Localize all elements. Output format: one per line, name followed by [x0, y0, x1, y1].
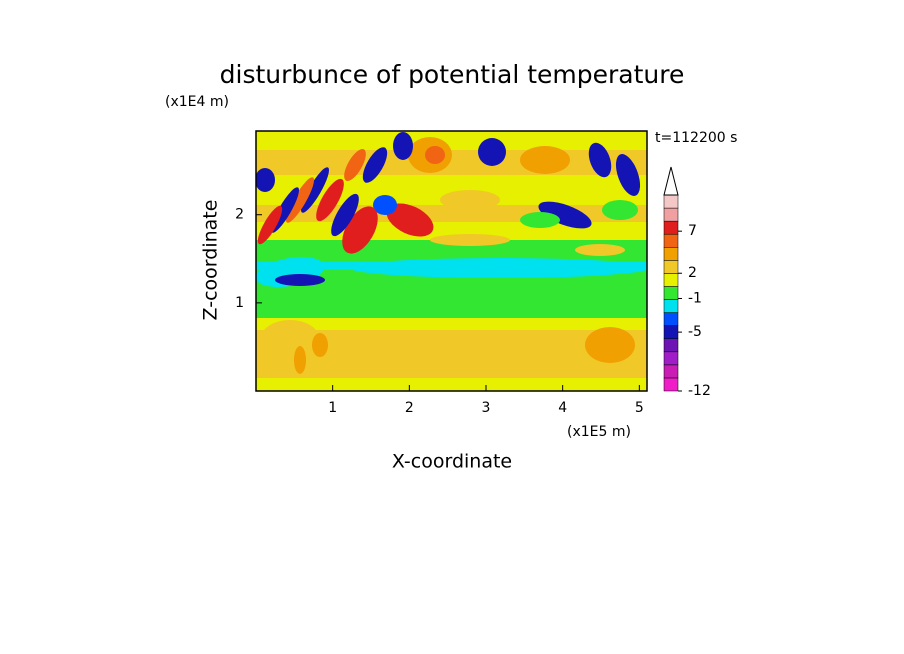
- contour-blob: [520, 212, 560, 228]
- contour-blob: [275, 274, 325, 286]
- contour-blob: [602, 200, 638, 220]
- contour-band: [256, 318, 647, 330]
- contour-blob: [440, 190, 500, 210]
- contour-blob: [393, 132, 413, 160]
- contour-blob: [425, 146, 445, 164]
- contour-blob: [585, 327, 635, 363]
- contour-band: [256, 378, 647, 391]
- colorbar-label: -12: [688, 383, 711, 399]
- colorbar-box: [663, 377, 679, 392]
- x-tick-label: 4: [558, 400, 567, 416]
- contour-blob: [286, 177, 314, 223]
- colorbar-box: [663, 207, 679, 222]
- colorbar-box: [663, 233, 679, 248]
- colorbar-box: [663, 273, 679, 287]
- y-unit-label: (x1E4 m): [165, 94, 229, 110]
- contour-blob: [316, 178, 344, 222]
- y-axis-label: Z-coordinate: [200, 200, 222, 321]
- contour-band: [256, 300, 647, 318]
- contour-blob: [362, 147, 388, 183]
- contour-blob: [301, 167, 329, 213]
- contour-blob: [392, 211, 416, 229]
- colorbar-arrow: [663, 166, 679, 196]
- colorbar-label: -1: [688, 290, 702, 306]
- contour-blob: [344, 149, 366, 181]
- contour-blob: [575, 244, 625, 256]
- x-axis-label: X-coordinate: [392, 451, 512, 473]
- colorbar-box: [663, 325, 679, 339]
- contour-blob: [256, 168, 275, 192]
- contour-field: [256, 131, 647, 391]
- contour-blob: [490, 340, 550, 360]
- contour-blob: [260, 320, 320, 360]
- contour-blob: [484, 144, 500, 160]
- y-tick-label: 2: [235, 207, 244, 223]
- colorbar-label: 2: [688, 265, 697, 281]
- plot-frame: [255, 130, 648, 392]
- colorbar-box: [663, 260, 679, 274]
- contour-blob: [331, 193, 359, 237]
- x-tick-label: 1: [328, 400, 337, 416]
- contour-blob: [430, 234, 510, 246]
- colorbar-label: -5: [688, 324, 702, 340]
- chart-title: disturbunce of potential temperature: [220, 60, 685, 89]
- contour-blob: [257, 205, 283, 245]
- colorbar-box: [663, 286, 679, 300]
- contour-blob: [312, 333, 328, 357]
- y-tick-label: 1: [235, 295, 244, 311]
- contour-blob: [520, 146, 570, 174]
- contour-blob: [547, 206, 583, 224]
- colorbar-box: [663, 220, 679, 235]
- colorbar-box: [663, 338, 679, 353]
- time-label: t=112200 s: [655, 130, 737, 146]
- x-tick-label: 2: [405, 400, 414, 416]
- colorbar-box: [663, 351, 679, 366]
- x-unit-label: (x1E5 m): [567, 424, 631, 440]
- x-tick-label: 5: [635, 400, 644, 416]
- contour-blob: [350, 258, 647, 278]
- contour-blob: [294, 346, 306, 374]
- colorbar-box: [663, 299, 679, 313]
- colorbar-box: [663, 247, 679, 261]
- contour-blob: [615, 154, 641, 196]
- x-tick-label: 3: [482, 400, 491, 416]
- colorbar-box: [663, 312, 679, 326]
- colorbar-box: [663, 364, 679, 379]
- colorbar-box: [663, 194, 679, 209]
- contour-blob: [373, 195, 397, 215]
- contour-blob: [588, 142, 612, 178]
- colorbar-label: 7: [688, 223, 697, 239]
